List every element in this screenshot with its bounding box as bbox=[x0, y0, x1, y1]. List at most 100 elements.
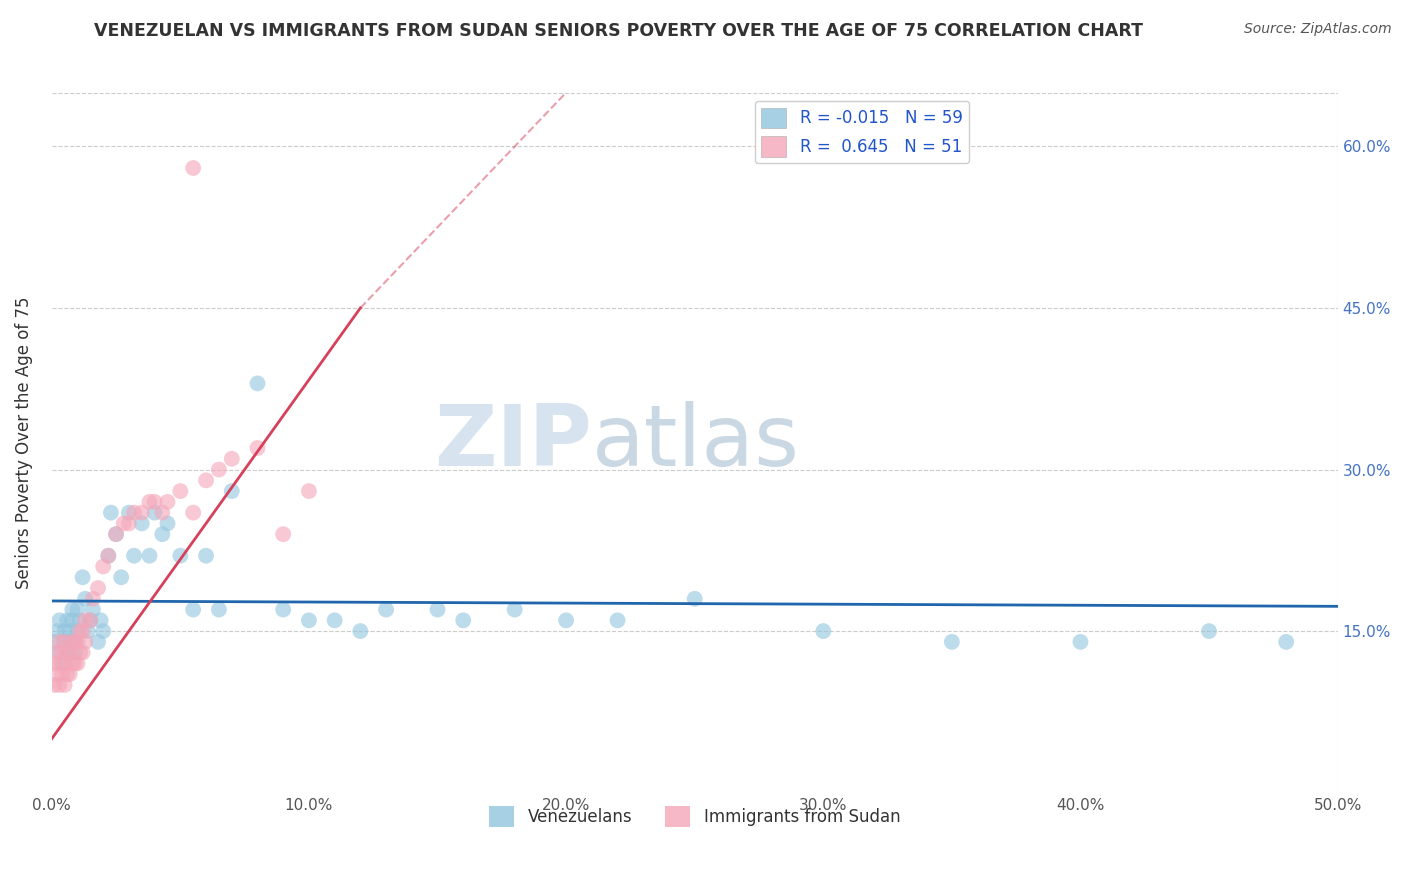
Point bbox=[298, 484, 321, 499]
Point bbox=[208, 462, 231, 476]
Point bbox=[375, 602, 398, 616]
Point bbox=[246, 441, 269, 455]
Point bbox=[45, 667, 67, 681]
Point bbox=[66, 657, 89, 671]
Point bbox=[66, 635, 89, 649]
Point bbox=[79, 613, 101, 627]
Point bbox=[44, 678, 66, 692]
Point bbox=[97, 549, 120, 563]
Point bbox=[75, 613, 97, 627]
Point bbox=[82, 591, 104, 606]
Point bbox=[60, 602, 83, 616]
Point bbox=[426, 602, 449, 616]
Point bbox=[59, 635, 82, 649]
Point bbox=[72, 646, 94, 660]
Point bbox=[56, 646, 79, 660]
Point bbox=[112, 516, 135, 531]
Point bbox=[323, 613, 346, 627]
Point bbox=[45, 624, 67, 639]
Point bbox=[105, 527, 128, 541]
Point bbox=[271, 527, 294, 541]
Point bbox=[143, 495, 166, 509]
Point bbox=[97, 549, 120, 563]
Point bbox=[1275, 635, 1298, 649]
Point bbox=[138, 495, 160, 509]
Point bbox=[75, 635, 97, 649]
Point bbox=[66, 602, 89, 616]
Point bbox=[53, 657, 76, 671]
Point bbox=[56, 646, 79, 660]
Point bbox=[150, 506, 173, 520]
Point bbox=[91, 624, 114, 639]
Point bbox=[181, 506, 204, 520]
Point bbox=[195, 549, 218, 563]
Point bbox=[72, 624, 94, 639]
Point bbox=[66, 624, 89, 639]
Point bbox=[69, 624, 91, 639]
Point bbox=[51, 667, 73, 681]
Point bbox=[195, 473, 218, 487]
Point bbox=[169, 484, 191, 499]
Point bbox=[56, 613, 79, 627]
Point bbox=[105, 527, 128, 541]
Point bbox=[606, 613, 628, 627]
Point bbox=[1069, 635, 1091, 649]
Point bbox=[451, 613, 474, 627]
Point bbox=[118, 506, 141, 520]
Point bbox=[63, 635, 86, 649]
Point bbox=[169, 549, 191, 563]
Point bbox=[59, 667, 82, 681]
Point bbox=[208, 602, 231, 616]
Point bbox=[48, 678, 70, 692]
Text: VENEZUELAN VS IMMIGRANTS FROM SUDAN SENIORS POVERTY OVER THE AGE OF 75 CORRELATI: VENEZUELAN VS IMMIGRANTS FROM SUDAN SENI… bbox=[94, 22, 1143, 40]
Point bbox=[90, 613, 112, 627]
Point bbox=[271, 602, 294, 616]
Point bbox=[48, 646, 70, 660]
Point bbox=[53, 635, 76, 649]
Point bbox=[60, 657, 83, 671]
Point bbox=[555, 613, 578, 627]
Legend: Venezuelans, Immigrants from Sudan: Venezuelans, Immigrants from Sudan bbox=[482, 799, 907, 833]
Point bbox=[82, 602, 104, 616]
Point bbox=[53, 678, 76, 692]
Point bbox=[63, 657, 86, 671]
Point bbox=[221, 451, 243, 466]
Point bbox=[44, 635, 66, 649]
Point bbox=[122, 506, 145, 520]
Point bbox=[48, 613, 70, 627]
Point bbox=[51, 657, 73, 671]
Point bbox=[122, 549, 145, 563]
Point bbox=[44, 657, 66, 671]
Point bbox=[246, 376, 269, 391]
Point bbox=[91, 559, 114, 574]
Point bbox=[100, 506, 122, 520]
Point bbox=[63, 646, 86, 660]
Point bbox=[87, 635, 110, 649]
Point bbox=[48, 635, 70, 649]
Point bbox=[683, 591, 706, 606]
Point bbox=[45, 646, 67, 660]
Point bbox=[181, 161, 204, 175]
Point bbox=[60, 613, 83, 627]
Point bbox=[156, 516, 179, 531]
Point bbox=[349, 624, 371, 639]
Point bbox=[110, 570, 132, 584]
Point bbox=[813, 624, 835, 639]
Point bbox=[63, 635, 86, 649]
Point bbox=[48, 657, 70, 671]
Point bbox=[1198, 624, 1220, 639]
Point bbox=[69, 613, 91, 627]
Point bbox=[131, 506, 153, 520]
Point bbox=[221, 484, 243, 499]
Text: Source: ZipAtlas.com: Source: ZipAtlas.com bbox=[1244, 22, 1392, 37]
Point bbox=[59, 624, 82, 639]
Point bbox=[503, 602, 526, 616]
Point bbox=[56, 667, 79, 681]
Point bbox=[59, 646, 82, 660]
Point bbox=[298, 613, 321, 627]
Point bbox=[143, 506, 166, 520]
Point bbox=[941, 635, 963, 649]
Point bbox=[150, 527, 173, 541]
Point bbox=[138, 549, 160, 563]
Point bbox=[51, 646, 73, 660]
